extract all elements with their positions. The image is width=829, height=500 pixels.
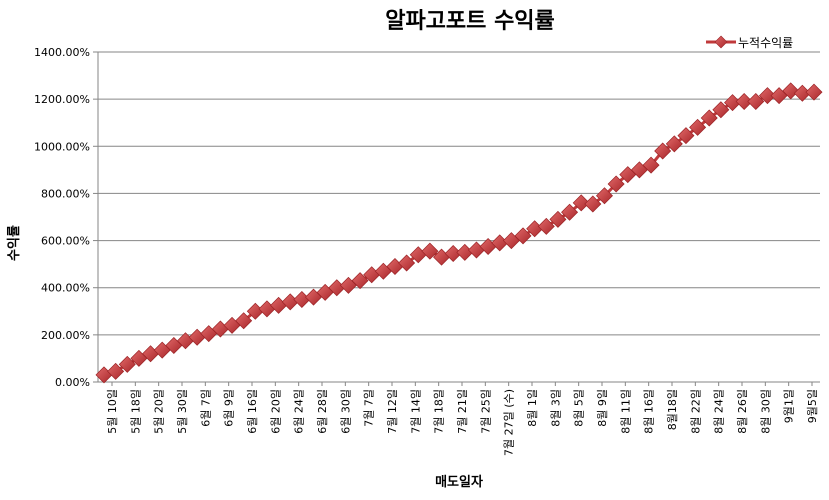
x-tick-label: 7월 18일 (432, 389, 446, 434)
series-layer (95, 82, 823, 384)
data-point-marker (700, 109, 718, 127)
x-tick-label: 8월 22일 (688, 389, 702, 434)
x-tick-label: 6월 9일 (222, 389, 236, 427)
data-point-marker (805, 83, 823, 101)
data-point-marker (118, 355, 136, 373)
data-point-marker (689, 118, 707, 136)
y-tick-label: 400.00% (41, 282, 90, 295)
data-point-marker (398, 254, 416, 272)
legend-marker (714, 35, 728, 49)
data-point-marker (782, 82, 800, 100)
data-point-marker (595, 187, 613, 205)
x-tick-label: 7월 14일 (408, 389, 422, 434)
data-point-marker (537, 217, 555, 235)
data-point-marker (758, 87, 776, 105)
y-tick-label: 1200.00% (34, 93, 90, 106)
data-point-marker (561, 203, 579, 221)
data-point-marker (665, 135, 683, 153)
x-tick-label: 8월 9일 (595, 389, 609, 427)
chart-title: 알파고포트 수익률 (385, 9, 555, 34)
x-tick-label: 7월 12일 (385, 389, 399, 434)
x-tick-label: 5월 20일 (152, 389, 166, 434)
legend: 누적수익률 (706, 35, 793, 50)
x-tick-label: 6월 16일 (245, 389, 259, 434)
x-tick-labels: 5월 10일 5월 18일 5월 20일 5월 30일 6월 7일 6월 9일 6월 16일… (105, 382, 819, 456)
y-tick-label: 1400.00% (34, 46, 90, 59)
x-tick-label: 9월1일 (782, 389, 796, 423)
x-tick-label: 8월 11일 (618, 389, 632, 434)
data-point-marker (351, 272, 369, 290)
data-point-marker (235, 312, 253, 330)
x-tick-label: 6월 24일 (292, 389, 306, 434)
y-tick-label: 600.00% (41, 235, 90, 248)
y-tick-label: 0.00% (55, 376, 90, 389)
legend-label: 누적수익률 (738, 36, 793, 50)
x-tick-label: 8월 1일 (525, 389, 539, 427)
x-tick-label: 8월 5일 (572, 389, 586, 427)
x-tick-label: 5월 30일 (175, 389, 189, 434)
x-tick-label: 5월 10일 (105, 389, 119, 434)
x-tick-label: 8월 26일 (735, 389, 749, 434)
data-point-marker (421, 242, 439, 260)
y-tick-label: 200.00% (41, 329, 90, 342)
data-point-marker (607, 175, 625, 193)
grid-lines (98, 51, 820, 336)
data-point-marker (107, 362, 125, 380)
x-tick-label: 8월 24일 (712, 389, 726, 434)
data-point-marker (572, 194, 590, 212)
x-tick-label: 6월 20일 (268, 389, 282, 434)
x-tick-label: 8월 3일 (548, 389, 562, 427)
x-axis-title: 매도일자 (435, 475, 483, 490)
data-point-marker (654, 142, 672, 160)
data-point-marker (712, 101, 730, 119)
data-point-marker (677, 127, 695, 145)
data-point-marker (584, 195, 602, 213)
x-tick-label: 7월 27일 (수) (502, 389, 516, 456)
data-point-marker (735, 93, 753, 110)
x-tick-label: 7월 21일 (455, 389, 469, 434)
x-tick-label: 7월 7일 (362, 389, 376, 427)
y-axis-title: 수익률 (6, 225, 22, 261)
x-tick-label: 8월 16일 (642, 389, 656, 434)
x-tick-label: 8월18일 (665, 389, 679, 430)
x-tick-label: 5월 18일 (128, 389, 142, 434)
x-tick-label: 6월 30일 (338, 389, 352, 434)
data-point-marker (514, 227, 532, 245)
x-tick-label: 6월 28일 (315, 389, 329, 434)
y-tick-labels: 0.00% 200.00% 400.00% 600.00% 800.00% 1000.00… (34, 46, 98, 389)
x-tick-label: 7월 25일 (478, 389, 492, 434)
data-point-marker (747, 93, 765, 110)
y-tick-label: 1000.00% (34, 140, 90, 153)
y-tick-label: 800.00% (41, 187, 90, 200)
x-tick-label: 8월 30일 (758, 389, 772, 434)
data-point-marker (642, 156, 660, 174)
x-tick-label: 9월5일 (805, 389, 819, 423)
data-point-marker (549, 210, 567, 228)
x-tick-label: 6월 7일 (198, 389, 212, 427)
